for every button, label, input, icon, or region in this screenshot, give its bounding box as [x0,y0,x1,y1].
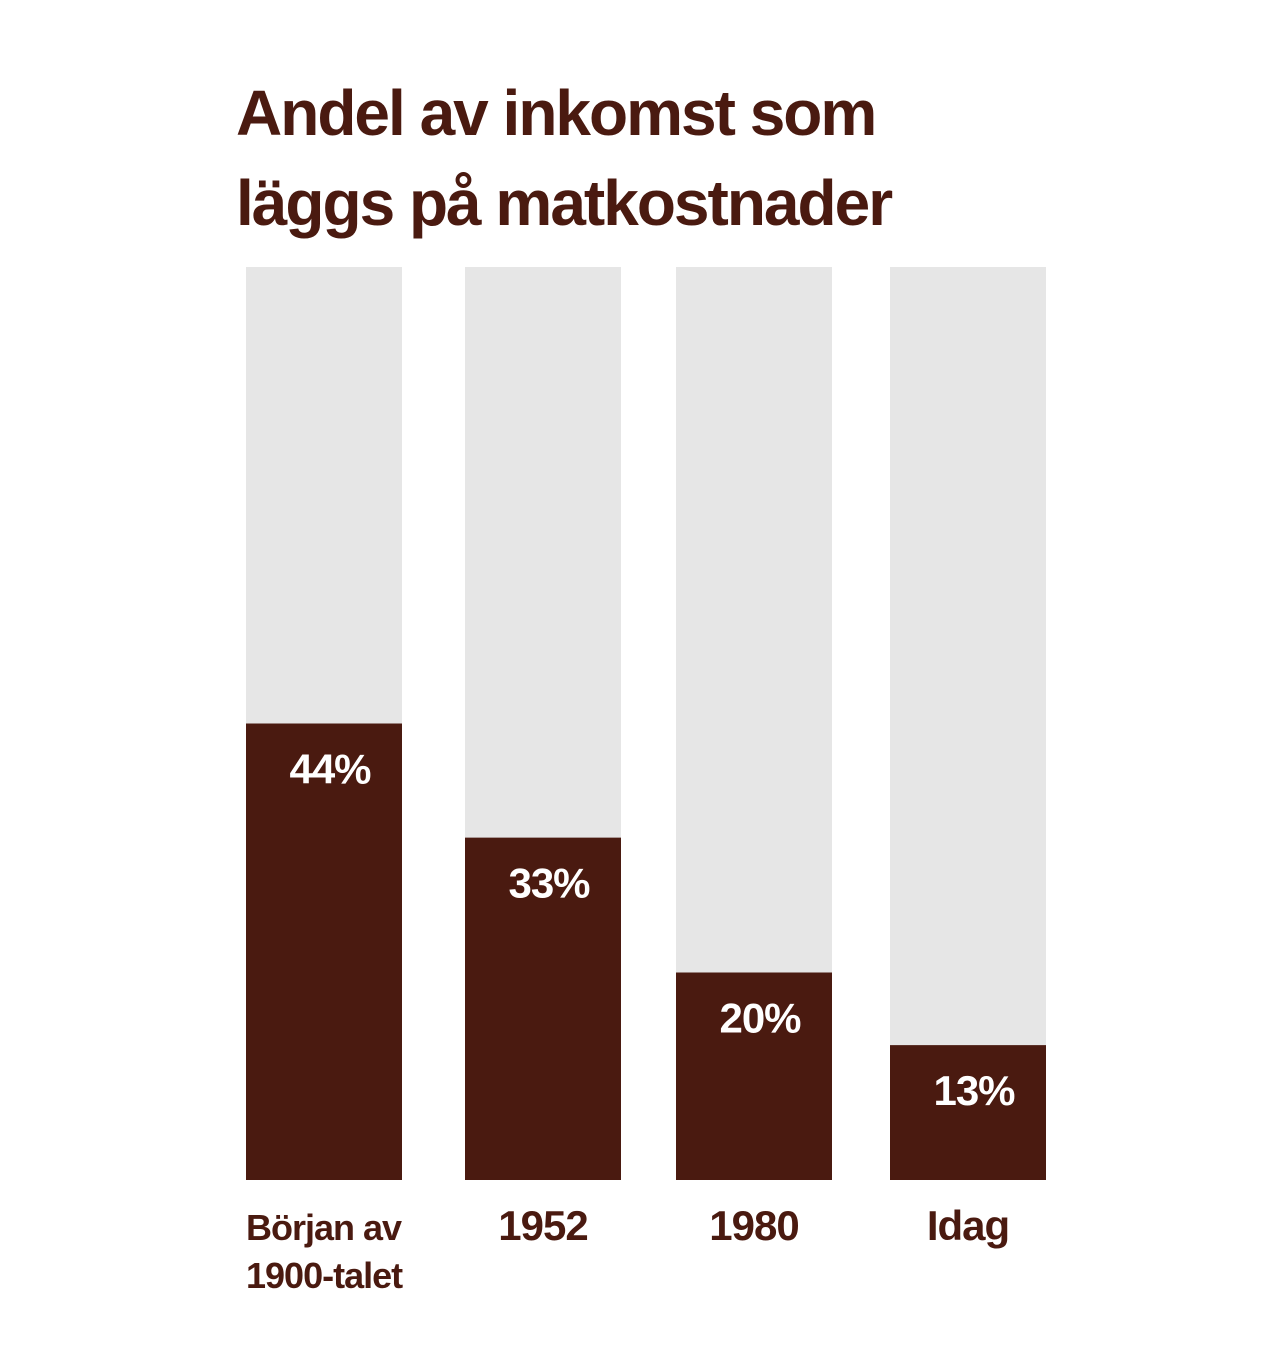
value-label-3: 20% [719,995,801,1042]
category-label-3: 1980 [709,1202,798,1249]
chart-title-line-1: Andel av inkomst som [236,77,877,149]
bar-1 [246,723,402,1180]
category-label-1-line-2: 1900-talet [246,1255,403,1296]
category-label-4-line-1: Idag [927,1202,1009,1249]
value-label-4: 13% [933,1067,1015,1114]
bar-group-2: 33% 1952 [465,267,621,1249]
bar-group-4: 13% Idag [890,267,1046,1249]
chart-title-line-2: läggs på matkostnader [236,167,893,239]
value-label-2: 33% [508,860,590,907]
value-label-1: 44% [289,746,371,793]
bar-group-3: 20% 1980 [676,267,832,1249]
category-label-1-line-1: Början av [246,1207,402,1248]
bar-4 [890,1045,1046,1180]
category-label-3-line-1: 1980 [709,1202,798,1249]
bar-group-1: 44% Början av 1900-talet [246,267,404,1296]
category-label-1: Början av 1900-talet [246,1207,403,1296]
category-label-4: Idag [927,1202,1009,1249]
bar-3 [676,972,832,1180]
category-label-2: 1952 [498,1202,587,1249]
chart-title: Andel av inkomst som läggs på matkostnad… [236,68,1136,248]
bar-2 [465,837,621,1180]
category-label-2-line-1: 1952 [498,1202,587,1249]
bar-track-4 [890,267,1046,1180]
